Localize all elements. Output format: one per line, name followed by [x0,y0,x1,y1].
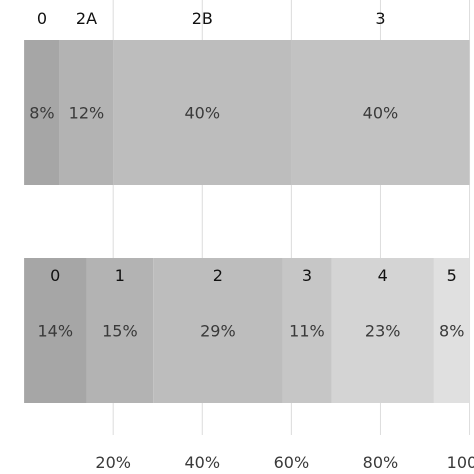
bar-0-category-label-2: 2B [192,9,213,28]
bar-1-segment-0 [24,258,87,403]
bar-0-category-label-1: 2A [76,9,97,28]
bar-1-category-label-4: 4 [378,266,388,285]
bar-0-segment-2 [113,40,292,185]
bar-1-category-label-1: 1 [115,266,125,285]
bar-1-value-label-0: 14% [37,322,73,341]
bar-1-value-label-5: 8% [439,322,464,341]
x-tick-label-0: 20% [95,453,131,472]
bar-0-value-label-3: 40% [363,104,399,123]
bar-1-segment-2 [153,258,283,403]
x-tick-label-2: 60% [274,453,310,472]
bar-1-value-label-1: 15% [102,322,138,341]
bar-1-value-label-2: 29% [200,322,236,341]
x-tick-label-4: 100% [447,453,474,472]
bar-1-category-label-3: 3 [302,266,312,285]
bar-0-segment-0 [24,40,60,185]
bar-1-value-label-4: 23% [365,322,401,341]
bar-0-value-label-2: 40% [184,104,220,123]
bar-0-value-label-1: 12% [69,104,105,123]
bar-1-segment-5 [433,258,470,403]
bar-1-category-label-5: 5 [447,266,457,285]
x-tick-label-3: 80% [363,453,399,472]
bar-1-segment-3 [282,258,332,403]
bar-0-segment-1 [59,40,114,185]
bar-1-value-label-3: 11% [289,322,325,341]
x-tick-label-1: 40% [184,453,220,472]
bar-0-value-label-0: 8% [29,104,54,123]
bar-0-segment-3 [291,40,470,185]
bar-0-category-label-0: 0 [37,9,47,28]
bar-1-category-label-0: 0 [50,266,60,285]
bar-1-segment-4 [331,258,434,403]
bar-1-segment-1 [86,258,154,403]
bar-1-category-label-2: 2 [213,266,223,285]
bar-0-category-label-3: 3 [375,9,385,28]
